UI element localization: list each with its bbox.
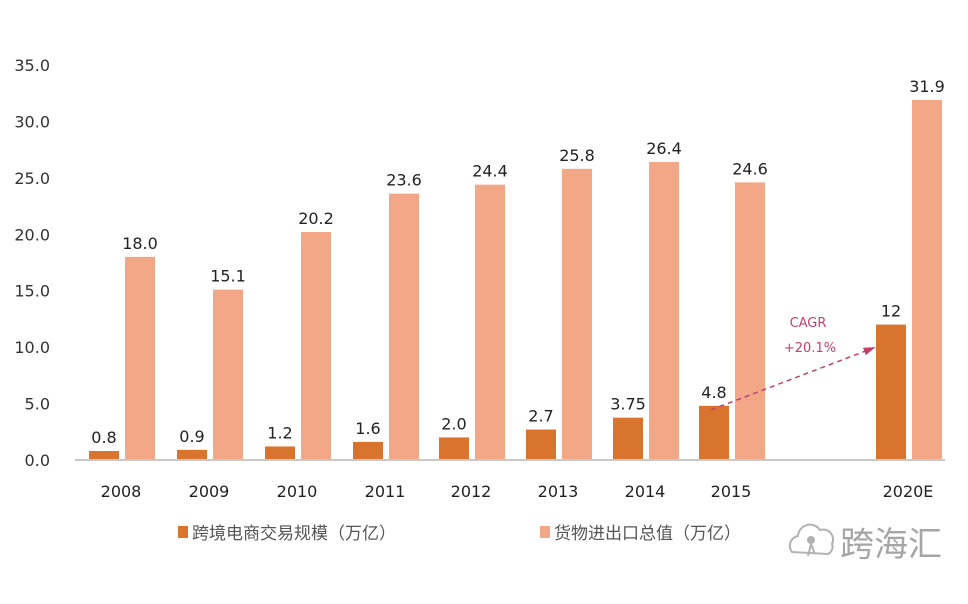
data-label: 2.7	[528, 407, 553, 426]
data-label: 0.8	[91, 428, 116, 447]
data-label: 24.4	[472, 162, 508, 181]
watermark-text: 跨海汇	[840, 525, 942, 565]
y-tick-label: 15.0	[14, 282, 50, 301]
y-tick-label: 35.0	[14, 56, 50, 75]
bar-trade	[213, 289, 243, 460]
x-tick-label: 2009	[189, 482, 230, 501]
x-tick-label: 2014	[625, 482, 666, 501]
x-tick-label: 2011	[365, 482, 406, 501]
bar-ecommerce	[89, 450, 119, 460]
bar-trade	[125, 256, 155, 460]
cloud-logo-icon	[788, 523, 835, 557]
data-label: 12	[881, 302, 901, 321]
data-label: 23.6	[386, 171, 422, 190]
x-tick-label: 2010	[277, 482, 318, 501]
data-label: 1.6	[355, 419, 380, 438]
bar-ecommerce	[876, 324, 906, 460]
bar-ecommerce	[177, 449, 207, 460]
bar-ecommerce	[439, 437, 469, 460]
x-tick-label: 2012	[451, 482, 492, 501]
data-label: 3.75	[610, 395, 646, 414]
cagr-arrowhead	[863, 347, 876, 356]
data-label: 18.0	[122, 234, 158, 253]
y-tick-label: 5.0	[25, 395, 50, 414]
legend-label-ecommerce: 跨境电商交易规模（万亿）	[192, 524, 396, 544]
data-label: 31.9	[909, 77, 945, 96]
bar-trade	[301, 232, 331, 460]
y-tick-label: 10.0	[14, 338, 50, 357]
x-tick-label: 2015	[711, 482, 752, 501]
bar-ecommerce	[265, 446, 295, 460]
x-tick-label: 2020E	[883, 482, 934, 501]
data-label: 0.9	[179, 427, 204, 446]
bar-trade	[735, 182, 765, 460]
y-tick-label: 0.0	[25, 451, 50, 470]
data-label: 20.2	[298, 209, 334, 228]
bar-trade	[912, 99, 942, 460]
bar-ecommerce	[613, 417, 643, 460]
data-label: 26.4	[646, 139, 682, 158]
bar-ecommerce	[699, 405, 729, 460]
data-label: 25.8	[559, 146, 595, 165]
cagr-arrow	[710, 347, 873, 411]
cagr-value: +20.1%	[784, 341, 836, 356]
data-label: 24.6	[732, 159, 768, 178]
cagr-annotation: CAGR +20.1%	[710, 316, 876, 411]
x-tick-label: 2013	[538, 482, 579, 501]
data-label: 4.8	[701, 383, 726, 402]
legend: 跨境电商交易规模（万亿） 货物进出口总值（万亿）	[178, 524, 741, 544]
data-label: 1.2	[267, 423, 292, 442]
bar-trade	[475, 184, 505, 460]
y-tick-label: 20.0	[14, 225, 50, 244]
y-tick-label: 25.0	[14, 169, 50, 188]
data-label: 15.1	[210, 267, 246, 286]
legend-swatch-trade	[540, 526, 550, 538]
y-tick-label: 30.0	[14, 112, 50, 131]
legend-swatch-ecommerce	[178, 526, 188, 538]
bar-trade	[649, 162, 679, 461]
legend-label-trade: 货物进出口总值（万亿）	[554, 524, 741, 544]
cagr-label: CAGR	[790, 316, 827, 331]
watermark: 跨海汇	[788, 523, 942, 565]
bar-ecommerce	[353, 441, 383, 460]
bar-trade	[562, 168, 592, 461]
bar-ecommerce	[526, 429, 556, 460]
data-label: 2.0	[441, 414, 466, 433]
x-tick-label: 2008	[101, 482, 142, 501]
bar-trade	[389, 193, 419, 460]
